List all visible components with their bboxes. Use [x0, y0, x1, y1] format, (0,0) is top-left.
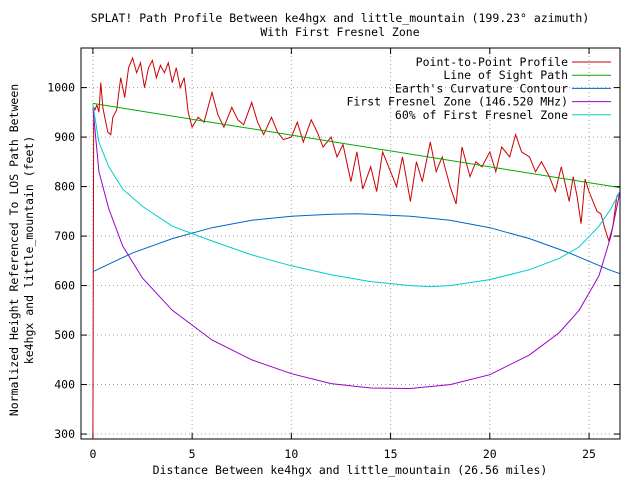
legend-label-point-to-point-profile: Point-to-Point Profile	[416, 55, 568, 69]
legend-label-line-of-sight-path: Line of Sight Path	[443, 68, 568, 82]
x-tick-label: 10	[284, 447, 298, 461]
axis-ticks: 0 5 10 15 20 25 300 400 500 600 700 800 900 1000	[47, 48, 620, 461]
series-line-earth-s-curvature-contour	[92, 213, 621, 275]
y-tick-label: 600	[54, 279, 75, 293]
y-axis-label-line1: Normalized Height Referenced To LOS Path…	[7, 84, 21, 416]
series-line-60-of-first-fresnel-zone	[92, 104, 621, 288]
chart-subtitle: With First Fresnel Zone	[260, 25, 419, 39]
legend-label-60-of-first-fresnel-zone: 60% of First Fresnel Zone	[395, 108, 568, 122]
y-tick-label: 300	[54, 427, 75, 441]
x-tick-label: 15	[384, 447, 398, 461]
y-tick-label: 700	[54, 229, 75, 243]
data-series	[92, 56, 621, 440]
x-axis-label: Distance Between ke4hgx and little_mount…	[153, 463, 548, 477]
legend-label-earth-s-curvature-contour: Earth's Curvature Contour	[395, 81, 568, 95]
y-axis-label-line2: ke4hgx and little_mountain (feet)	[22, 136, 36, 364]
x-tick-label: 25	[582, 447, 596, 461]
series-line-first-fresnel-zone-146-520-mhz	[92, 107, 621, 390]
x-tick-label: 5	[189, 447, 196, 461]
x-tick-label: 20	[483, 447, 497, 461]
y-tick-label: 800	[54, 180, 75, 194]
chart-title: SPLAT! Path Profile Between ke4hgx and l…	[91, 11, 590, 25]
x-tick-label: 0	[89, 447, 96, 461]
y-tick-label: 500	[54, 328, 75, 342]
y-tick-label: 400	[54, 378, 75, 392]
y-tick-label: 900	[54, 130, 75, 144]
y-tick-label: 1000	[47, 81, 75, 95]
series-line-line-of-sight-path	[92, 102, 621, 189]
legend-label-first-fresnel-zone-146-520-mhz: First Fresnel Zone (146.520 MHz)	[346, 95, 568, 109]
series-line-point-to-point-profile	[92, 56, 621, 440]
plot-frame	[80, 47, 621, 440]
